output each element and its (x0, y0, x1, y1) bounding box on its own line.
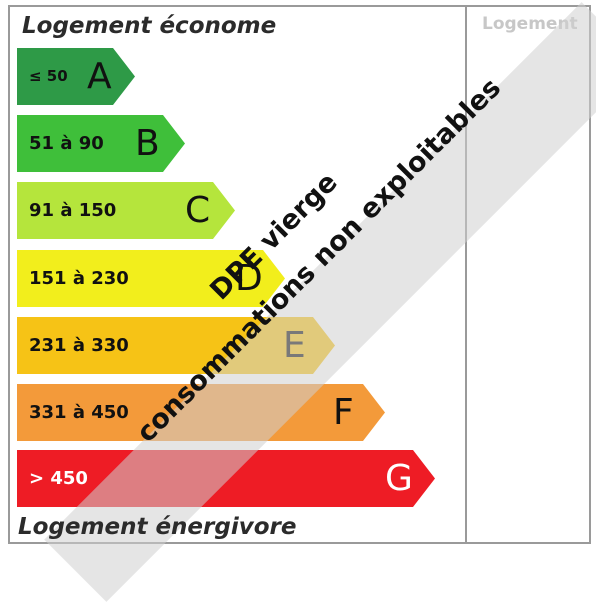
band-letter: C (185, 190, 211, 231)
energy-band-d: 151 à 230 D (17, 250, 285, 307)
band-letter: G (385, 458, 413, 499)
band-range-label: 331 à 450 (29, 402, 129, 423)
energy-intensive-housing-label: Logement énergivore (18, 514, 297, 540)
economical-housing-label: Logement économe (22, 13, 277, 39)
band-range-label: 151 à 230 (29, 268, 129, 289)
band-letter: A (87, 56, 112, 97)
energy-band-b: 51 à 90 B (17, 115, 185, 172)
energy-band-a: ≤ 50 A (17, 48, 135, 105)
band-letter: F (333, 392, 354, 433)
energy-band-c: 91 à 150 C (17, 182, 235, 239)
band-letter: B (135, 123, 160, 164)
band-range-label: > 450 (29, 468, 88, 489)
band-range-label: 91 à 150 (29, 200, 117, 221)
column-divider (465, 5, 467, 544)
band-range-label: 51 à 90 (29, 133, 104, 154)
band-letter: D (235, 258, 263, 299)
band-range-label: 231 à 330 (29, 335, 129, 356)
band-range-label: ≤ 50 (29, 67, 68, 85)
